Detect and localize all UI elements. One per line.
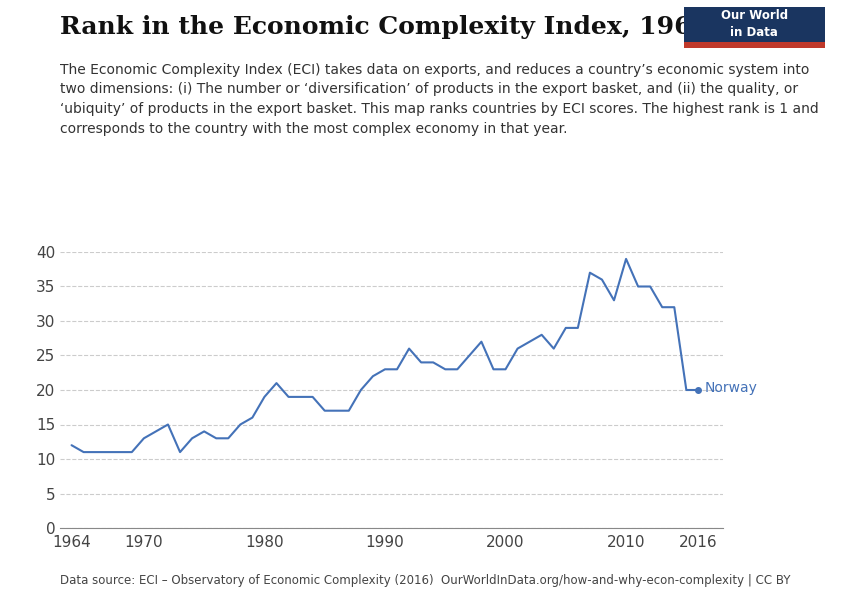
Text: Data source: ECI – Observatory of Economic Complexity (2016): Data source: ECI – Observatory of Econom… — [60, 574, 434, 587]
Text: Rank in the Economic Complexity Index, 1964 to 2016: Rank in the Economic Complexity Index, 1… — [60, 15, 824, 39]
Text: Norway: Norway — [705, 381, 757, 395]
Text: The Economic Complexity Index (ECI) takes data on exports, and reduces a country: The Economic Complexity Index (ECI) take… — [60, 63, 819, 136]
Text: Our World
in Data: Our World in Data — [721, 10, 788, 40]
Text: OurWorldInData.org/how-and-why-econ-complexity | CC BY: OurWorldInData.org/how-and-why-econ-comp… — [441, 574, 790, 587]
